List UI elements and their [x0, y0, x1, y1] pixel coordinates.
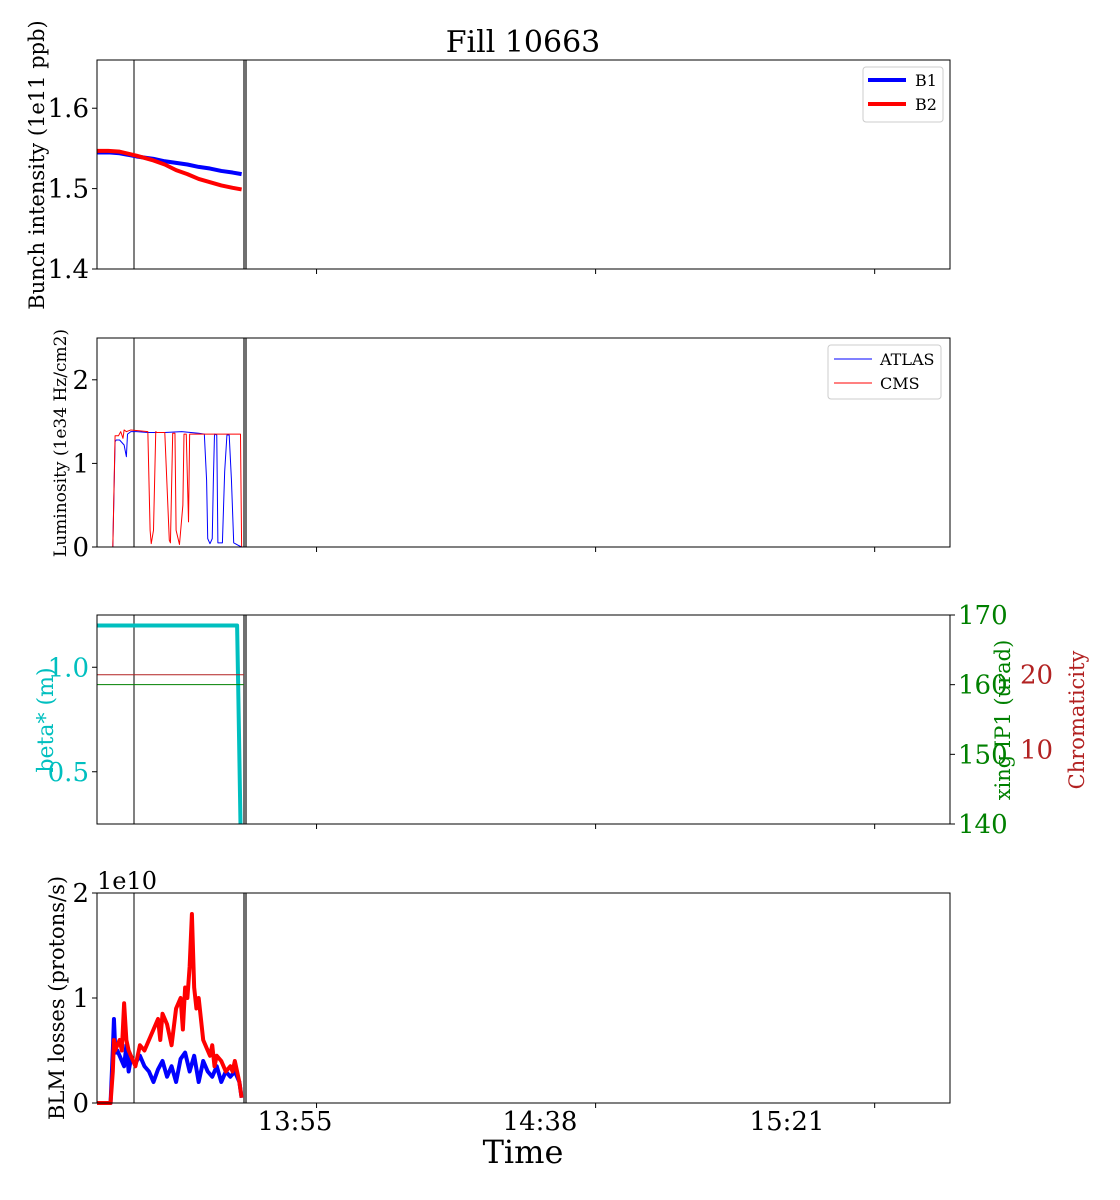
p3-plot [97, 615, 876, 829]
p4-ytick-label-2: 2 [72, 879, 89, 909]
p1-ylabel: Bunch intensity (1e11 ppb) [25, 20, 49, 309]
panel-bunch-intensity: Bunch intensity (1e11 ppb) 1.4 1.5 1.6 B1 … [25, 20, 951, 310]
x-tick-label-0: 13:55 [258, 1107, 333, 1137]
p2-legend-label-cms: CMS [880, 374, 920, 393]
p2-frame [96, 337, 951, 548]
p2-legend: ATLAS CMS [827, 344, 942, 400]
p4-ytick-label-1: 1 [72, 984, 89, 1014]
p4-ytick-label-0: 0 [72, 1089, 89, 1119]
p4-offset-label: 1e10 [97, 867, 157, 895]
p3-ylabel-xing: xing IP1 (urad) [991, 640, 1015, 801]
p3-ytick-label-1: 1.0 [48, 653, 89, 683]
p3-chroma-tick-label-1: 20 [1020, 661, 1053, 691]
p4-series-1 [97, 912, 244, 1105]
x-axis-label: Time [483, 1133, 564, 1171]
panel-luminosity: Luminosity (1e34 Hz/cm2) 0 1 2 ATLAS CMS [51, 329, 951, 563]
p3-xing-tick-label-3: 170 [958, 601, 1008, 631]
p2-ytick-label-2: 2 [72, 366, 89, 396]
p4-plot [97, 893, 876, 1108]
p1-plot [97, 60, 876, 274]
p3-yticks-xing: 140 150 160 170 [950, 601, 1008, 840]
p3-frame [96, 614, 951, 825]
p1-legend: B1 B2 [862, 66, 944, 123]
figure-title: Fill 10663 [446, 25, 601, 60]
p3-ytick-label-0: 0.5 [48, 758, 89, 788]
p4-yticks: 0 1 2 [72, 879, 97, 1119]
p3-ylabel-chroma: Chromaticity [1065, 651, 1089, 790]
panel-optics: beta* (m) xing IP1 (urad) Chromaticity 0… [34, 601, 1089, 840]
p1-frame [96, 59, 951, 270]
p2-ytick-label-1: 1 [72, 449, 89, 479]
x-tick-label-1: 14:38 [503, 1107, 578, 1137]
p3-xing-tick-label-2: 160 [958, 671, 1008, 701]
p2-ytick-label-0: 0 [72, 533, 89, 563]
p3-series-0 [97, 623, 243, 825]
p3-yticks-chroma: 10 20 [1020, 661, 1053, 766]
p3-chroma-tick-label-0: 10 [1020, 735, 1053, 765]
p2-yticks: 0 1 2 [72, 366, 97, 563]
p1-series-0 [97, 150, 242, 177]
p1-legend-label-b1: B1 [915, 71, 937, 90]
p1-ytick-label-2: 1.6 [48, 94, 89, 124]
x-tick-label-2: 15:21 [750, 1107, 825, 1137]
p3-xing-tick-label-1: 150 [958, 740, 1008, 770]
p1-ytick-label-1: 1.5 [48, 175, 89, 205]
p2-legend-label-atlas: ATLAS [879, 350, 935, 369]
p2-series-0 [97, 431, 242, 548]
panel-blm-losses: BLM losses (protons/s) 1e10 0 1 2 [45, 867, 951, 1120]
p3-ylabel-beta: beta* (m) [34, 667, 59, 772]
p1-yticks: 1.4 1.5 1.6 [48, 94, 97, 285]
p4-ylabel: BLM losses (protons/s) [45, 876, 69, 1120]
p1-ytick-label-0: 1.4 [48, 255, 89, 285]
p4-series-0 [97, 1017, 244, 1105]
p1-series-1 [97, 148, 242, 192]
p2-ylabel: Luminosity (1e34 Hz/cm2) [51, 329, 71, 557]
p2-plot [97, 338, 876, 552]
p1-legend-label-b2: B2 [915, 95, 937, 114]
p3-xing-tick-label-0: 140 [958, 810, 1008, 840]
p3-yticks-left: 0.5 1.0 [48, 653, 97, 788]
p2-series-1 [97, 429, 243, 548]
